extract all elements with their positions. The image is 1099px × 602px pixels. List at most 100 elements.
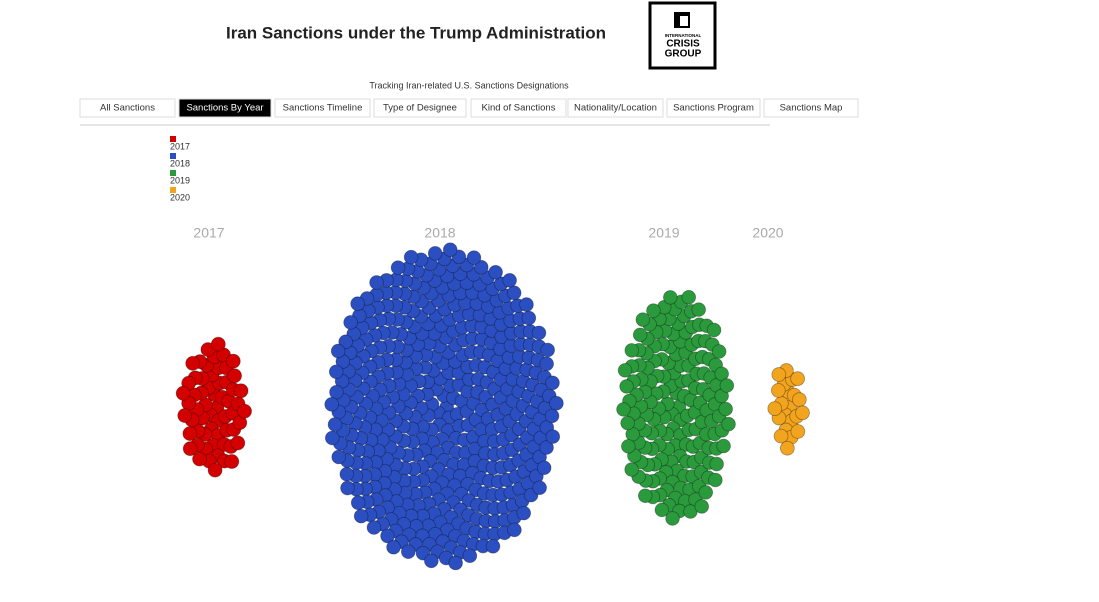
- legend-swatch: [170, 187, 176, 193]
- bubble: [617, 363, 633, 378]
- bubble: [790, 424, 806, 439]
- bubble: [339, 466, 355, 482]
- bubble: [540, 342, 555, 358]
- bubble: [442, 242, 458, 257]
- bubble: [182, 441, 198, 457]
- bubble: [536, 460, 552, 476]
- bubble: [549, 395, 564, 411]
- bubble: [539, 440, 554, 455]
- bubble: [790, 371, 805, 387]
- tab-label[interactable]: Type of Designee: [383, 103, 457, 114]
- bubble: [353, 508, 369, 524]
- bubble: [331, 449, 346, 465]
- bubble: [719, 378, 735, 393]
- tab[interactable]: [763, 98, 859, 118]
- cluster: [175, 336, 252, 478]
- bubble: [230, 435, 246, 451]
- bubble: [192, 451, 207, 467]
- bubble: [635, 312, 651, 327]
- tab-label[interactable]: Sanctions Map: [780, 103, 843, 114]
- bubble: [233, 383, 249, 399]
- tab[interactable]: [274, 98, 371, 118]
- bubble: [502, 273, 517, 288]
- cluster: [767, 363, 810, 456]
- tab-label[interactable]: Nationality/Location: [574, 103, 657, 114]
- logo-text: GROUP: [665, 49, 702, 60]
- bubble: [773, 428, 789, 444]
- bubble: [654, 502, 670, 518]
- bubble: [225, 353, 241, 369]
- bubble: [545, 375, 560, 391]
- bubble: [328, 364, 344, 380]
- year-label: 2017: [193, 225, 224, 241]
- bubble: [621, 439, 636, 454]
- bubble: [177, 408, 193, 423]
- legend-swatch: [170, 153, 176, 159]
- title: Iran Sanctions under the Trump Administr…: [226, 23, 606, 42]
- bubble: [531, 325, 547, 341]
- bubble: [544, 408, 560, 424]
- tab-label[interactable]: Sanctions Timeline: [283, 103, 363, 114]
- bubble: [780, 440, 795, 456]
- bubble: [721, 416, 736, 432]
- bubble: [624, 462, 639, 477]
- bubble: [694, 499, 710, 514]
- bubble: [718, 401, 733, 417]
- bubble: [224, 454, 240, 469]
- bubble: [237, 403, 252, 419]
- bubble: [448, 555, 463, 571]
- legend-label: 2018: [170, 158, 190, 168]
- tab[interactable]: [666, 98, 761, 118]
- bubble: [619, 379, 634, 394]
- bubble: [507, 522, 522, 538]
- tab[interactable]: [79, 98, 176, 118]
- tab-label[interactable]: Sanctions By Year: [186, 103, 263, 114]
- tab[interactable]: [373, 98, 467, 118]
- cluster: [324, 242, 564, 571]
- bubble: [350, 495, 366, 510]
- tab-label[interactable]: Kind of Sanctions: [482, 103, 556, 114]
- tab[interactable]: [470, 98, 567, 118]
- bubble: [709, 456, 724, 472]
- bubble: [324, 397, 339, 412]
- legend-swatch: [170, 136, 176, 142]
- bubble: [427, 246, 443, 261]
- bubble: [637, 488, 653, 503]
- bubble: [681, 289, 697, 305]
- tab-bar: All Sanctions Sanctions By Year Sanctions …: [79, 98, 859, 118]
- legend-swatch: [170, 170, 176, 176]
- bubble: [380, 528, 395, 544]
- clusters: 2017 2018 2019 2020: [175, 225, 810, 571]
- tab[interactable]: [178, 98, 272, 118]
- bubble: [691, 302, 706, 317]
- bubble: [324, 430, 340, 446]
- bubble: [795, 405, 810, 421]
- legend-label: 2019: [170, 175, 190, 185]
- bubble: [207, 462, 223, 478]
- logo-text: CRISIS: [666, 39, 700, 50]
- logo-text: INTERNATIONAL: [665, 33, 702, 38]
- bubble: [403, 249, 419, 265]
- bubble: [632, 327, 648, 343]
- bubble: [646, 303, 661, 318]
- legend-label: 2020: [170, 192, 190, 202]
- bubble: [485, 538, 501, 554]
- year-label: 2019: [648, 225, 679, 241]
- bubble: [545, 429, 561, 444]
- bubble: [175, 385, 191, 401]
- bubble: [716, 438, 731, 454]
- bubble: [711, 344, 727, 359]
- bubble: [665, 511, 680, 526]
- tab-label[interactable]: Sanctions Program: [673, 103, 754, 114]
- bubble: [462, 548, 478, 564]
- subtitle: Tracking Iran-related U.S. Sanctions Des…: [369, 80, 569, 90]
- bubble: [369, 275, 384, 290]
- tab[interactable]: [567, 98, 664, 118]
- bubble: [539, 356, 554, 372]
- bubble: [519, 297, 534, 312]
- tab-label[interactable]: All Sanctions: [100, 103, 155, 114]
- bubble: [708, 472, 723, 488]
- bubble: [366, 520, 382, 535]
- bubble: [706, 322, 722, 338]
